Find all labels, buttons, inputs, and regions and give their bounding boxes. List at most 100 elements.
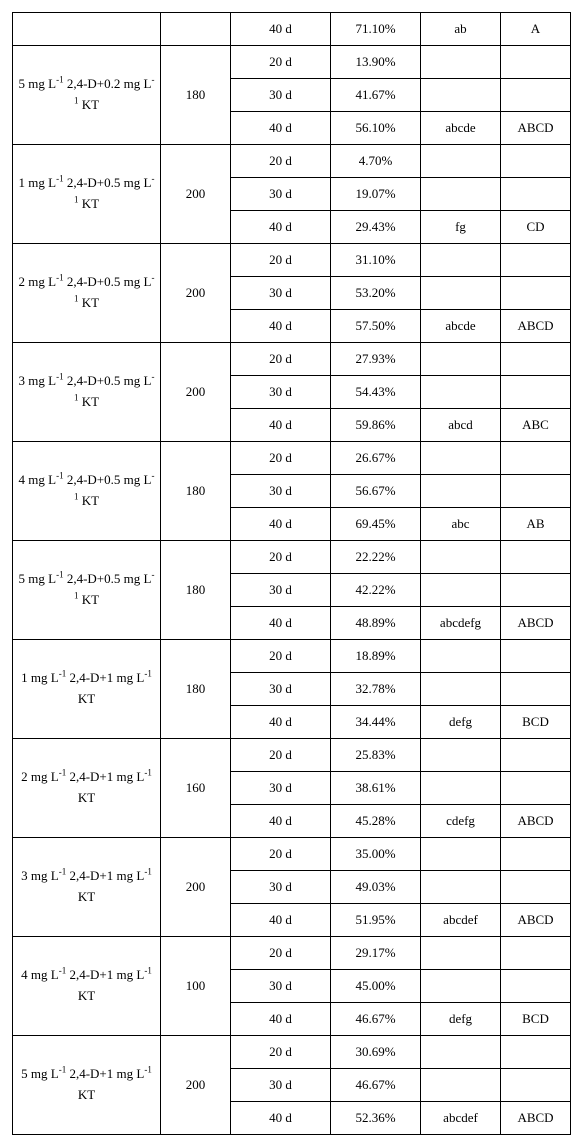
n-cell: 160 [161, 739, 231, 838]
uc-cell: ABCD [501, 607, 571, 640]
lc-cell: defg [421, 1003, 501, 1036]
time-cell: 40 d [231, 508, 331, 541]
table-row: 4 mg L-1 2,4-D+0.5 mg L-1 KT18020 d26.67… [13, 442, 571, 475]
lc-cell: abcde [421, 310, 501, 343]
table-row: 40 d71.10%abA [13, 13, 571, 46]
uc-cell: BCD [501, 1003, 571, 1036]
time-cell: 20 d [231, 343, 331, 376]
uc-cell [501, 442, 571, 475]
time-cell: 40 d [231, 706, 331, 739]
time-cell: 30 d [231, 970, 331, 1003]
lc-cell [421, 475, 501, 508]
n-cell: 180 [161, 442, 231, 541]
uc-cell [501, 970, 571, 1003]
time-cell: 30 d [231, 376, 331, 409]
pct-cell: 48.89% [331, 607, 421, 640]
lc-cell [421, 838, 501, 871]
n-cell: 100 [161, 937, 231, 1036]
lc-cell: cdefg [421, 805, 501, 838]
time-cell: 20 d [231, 1036, 331, 1069]
time-cell: 40 d [231, 1102, 331, 1135]
treatment-cell: 3 mg L-1 2,4-D+0.5 mg L-1 KT [13, 343, 161, 442]
table-row: 3 mg L-1 2,4-D+1 mg L-1 KT20020 d35.00% [13, 838, 571, 871]
pct-cell: 13.90% [331, 46, 421, 79]
treatment-cell: 4 mg L-1 2,4-D+0.5 mg L-1 KT [13, 442, 161, 541]
time-cell: 30 d [231, 475, 331, 508]
treatment-cell: 5 mg L-1 2,4-D+1 mg L-1 KT [13, 1036, 161, 1135]
pct-cell: 4.70% [331, 145, 421, 178]
n-cell: 200 [161, 145, 231, 244]
pct-cell: 57.50% [331, 310, 421, 343]
pct-cell: 49.03% [331, 871, 421, 904]
lc-cell [421, 376, 501, 409]
pct-cell: 42.22% [331, 574, 421, 607]
lc-cell [421, 1036, 501, 1069]
lc-cell [421, 277, 501, 310]
time-cell: 30 d [231, 178, 331, 211]
pct-cell: 19.07% [331, 178, 421, 211]
table-row: 2 mg L-1 2,4-D+1 mg L-1 KT16020 d25.83% [13, 739, 571, 772]
time-cell: 20 d [231, 145, 331, 178]
lc-cell: defg [421, 706, 501, 739]
n-cell: 200 [161, 244, 231, 343]
pct-cell: 29.17% [331, 937, 421, 970]
time-cell: 40 d [231, 904, 331, 937]
uc-cell: ABCD [501, 805, 571, 838]
lc-cell [421, 244, 501, 277]
time-cell: 30 d [231, 574, 331, 607]
pct-cell: 45.28% [331, 805, 421, 838]
uc-cell: AB [501, 508, 571, 541]
time-cell: 30 d [231, 277, 331, 310]
pct-cell: 59.86% [331, 409, 421, 442]
lc-cell [421, 541, 501, 574]
time-cell: 40 d [231, 310, 331, 343]
n-cell: 180 [161, 640, 231, 739]
lc-cell [421, 772, 501, 805]
time-cell: 40 d [231, 607, 331, 640]
lc-cell [421, 343, 501, 376]
pct-cell: 18.89% [331, 640, 421, 673]
pct-cell: 41.67% [331, 79, 421, 112]
lc-cell [421, 79, 501, 112]
uc-cell: ABCD [501, 904, 571, 937]
data-table: 40 d71.10%abA5 mg L-1 2,4-D+0.2 mg L-1 K… [12, 12, 571, 1135]
uc-cell: ABCD [501, 310, 571, 343]
uc-cell [501, 178, 571, 211]
treatment-cell: 1 mg L-1 2,4-D+0.5 mg L-1 KT [13, 145, 161, 244]
uc-cell: A [501, 13, 571, 46]
time-cell: 30 d [231, 1069, 331, 1102]
time-cell: 20 d [231, 937, 331, 970]
uc-cell [501, 1036, 571, 1069]
n-cell [161, 13, 231, 46]
lc-cell [421, 145, 501, 178]
lc-cell: abcde [421, 112, 501, 145]
time-cell: 30 d [231, 673, 331, 706]
pct-cell: 46.67% [331, 1003, 421, 1036]
treatment-cell: 5 mg L-1 2,4-D+0.5 mg L-1 KT [13, 541, 161, 640]
time-cell: 20 d [231, 46, 331, 79]
table-row: 5 mg L-1 2,4-D+1 mg L-1 KT20020 d30.69% [13, 1036, 571, 1069]
uc-cell: CD [501, 211, 571, 244]
time-cell: 40 d [231, 409, 331, 442]
treatment-cell: 3 mg L-1 2,4-D+1 mg L-1 KT [13, 838, 161, 937]
pct-cell: 46.67% [331, 1069, 421, 1102]
uc-cell [501, 673, 571, 706]
time-cell: 20 d [231, 541, 331, 574]
uc-cell [501, 244, 571, 277]
pct-cell: 22.22% [331, 541, 421, 574]
uc-cell [501, 376, 571, 409]
lc-cell: abcdef [421, 1102, 501, 1135]
time-cell: 40 d [231, 211, 331, 244]
uc-cell: BCD [501, 706, 571, 739]
lc-cell [421, 937, 501, 970]
pct-cell: 31.10% [331, 244, 421, 277]
pct-cell: 35.00% [331, 838, 421, 871]
pct-cell: 38.61% [331, 772, 421, 805]
table-row: 5 mg L-1 2,4-D+0.5 mg L-1 KT18020 d22.22… [13, 541, 571, 574]
pct-cell: 27.93% [331, 343, 421, 376]
uc-cell [501, 46, 571, 79]
uc-cell [501, 343, 571, 376]
pct-cell: 53.20% [331, 277, 421, 310]
table-row: 3 mg L-1 2,4-D+0.5 mg L-1 KT20020 d27.93… [13, 343, 571, 376]
uc-cell: ABCD [501, 1102, 571, 1135]
